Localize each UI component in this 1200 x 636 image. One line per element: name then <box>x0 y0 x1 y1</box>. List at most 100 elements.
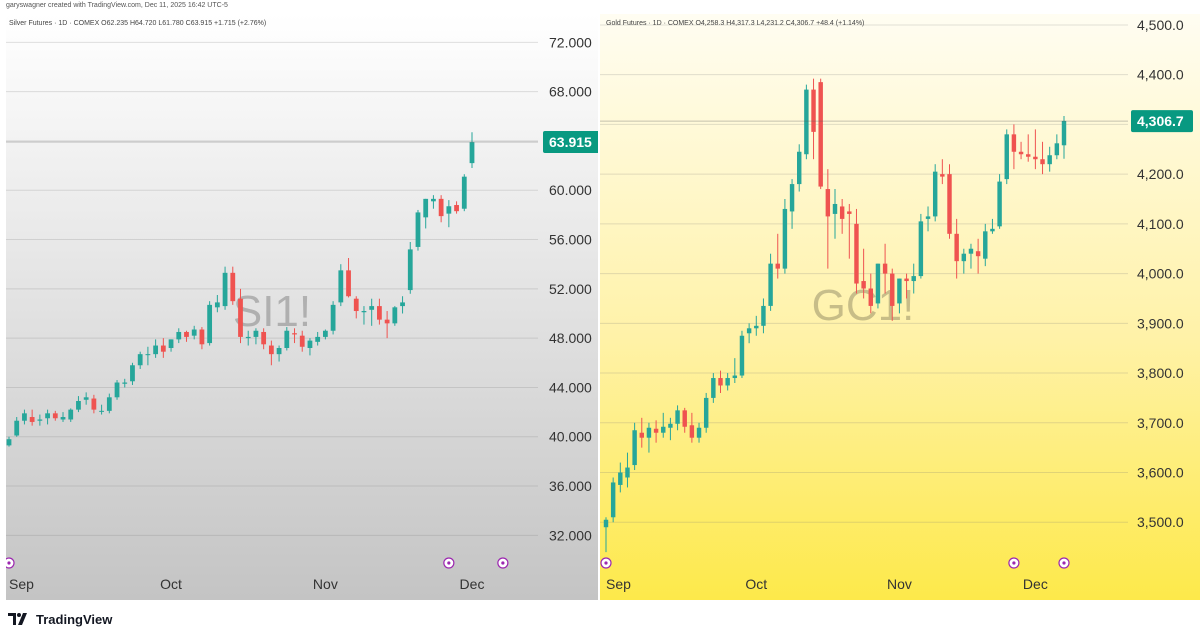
silver-candle <box>60 412 66 422</box>
tradingview-brand-text: TradingView <box>36 611 113 627</box>
gold-candle <box>675 405 680 431</box>
gold-chart-canvas[interactable]: 3,500.0 3,600.0 3,700.0 3,800.0 3,900.0 4,000… <box>600 14 1200 600</box>
silver-candle-body <box>454 205 459 212</box>
gold-event-marker-icon-dot <box>604 561 608 565</box>
gold-candle <box>811 78 816 160</box>
silver-chart-canvas[interactable]: 32.000 36.000 40.000 44.000 48.000 52.000 56.0… <box>6 14 598 600</box>
gold-candle <box>646 422 652 453</box>
gold-y-tick-label: 4,000.0 <box>1137 266 1184 282</box>
gold-candle <box>797 144 802 192</box>
gold-candle <box>839 199 845 234</box>
gold-candle <box>639 417 644 448</box>
silver-candle-body <box>222 272 228 307</box>
silver-candle-body <box>114 382 120 398</box>
gold-y-tick-label: 4,200.0 <box>1137 166 1184 182</box>
gold-candle <box>1054 134 1060 160</box>
silver-candle <box>122 378 128 388</box>
silver-y-tick-label: 52.000 <box>549 281 592 297</box>
silver-candle-body <box>446 206 452 214</box>
silver-candle <box>99 404 104 415</box>
silver-candle <box>384 311 390 339</box>
silver-candle <box>338 264 344 307</box>
silver-last-price-badge <box>543 130 598 153</box>
silver-candle-body <box>60 417 66 420</box>
gold-chart-panel[interactable]: 3,500.0 3,600.0 3,700.0 3,800.0 3,900.0 4,000… <box>600 14 1200 600</box>
gold-candle-body <box>961 253 967 262</box>
gold-candle-body <box>925 216 931 219</box>
silver-y-tick-label: 56.000 <box>549 232 592 248</box>
silver-candle-body <box>137 354 143 366</box>
gold-candle-body <box>1061 120 1067 146</box>
gold-y-tick-label: 3,600.0 <box>1137 465 1184 481</box>
silver-candle-body <box>338 270 344 303</box>
gold-candle <box>818 78 823 190</box>
gold-x-axis-label: Oct <box>745 576 767 592</box>
gold-candle <box>825 169 831 269</box>
silver-candle-body <box>400 302 405 307</box>
gold-candle-body <box>639 432 644 438</box>
silver-y-tick-label: 32.000 <box>549 527 592 543</box>
silver-candle <box>22 409 27 425</box>
gold-candle <box>718 370 723 393</box>
gold-candle-body <box>911 276 916 282</box>
silver-candle <box>76 396 81 413</box>
gold-candle-body <box>811 89 816 132</box>
gold-candle-body <box>789 184 795 212</box>
silver-candle-body <box>184 331 189 337</box>
silver-candle-body <box>68 409 74 420</box>
gold-candle-body <box>1004 134 1009 180</box>
silver-y-tick-label: 48.000 <box>549 330 592 346</box>
gold-candle <box>947 164 952 239</box>
silver-candle <box>454 201 459 214</box>
gold-candle <box>768 253 773 311</box>
silver-candle <box>83 392 89 405</box>
gold-last-price-badge <box>1131 110 1193 133</box>
silver-candle <box>469 132 475 169</box>
silver-candle-body <box>469 142 475 164</box>
silver-candle-body <box>37 419 43 421</box>
gold-candle <box>668 417 673 441</box>
gold-candle-body <box>1040 159 1045 165</box>
silver-candle <box>45 409 50 425</box>
silver-chart-panel[interactable]: 32.000 36.000 40.000 44.000 48.000 52.000 56.0… <box>6 14 598 600</box>
gold-candle-body <box>847 211 852 214</box>
silver-x-axis-label: Dec <box>460 576 485 592</box>
gold-candle-body <box>754 325 759 329</box>
gold-candle <box>868 273 873 314</box>
gold-candle <box>625 452 630 488</box>
silver-candle <box>369 298 375 326</box>
silver-candle <box>137 351 143 369</box>
silver-candle-body <box>292 333 297 335</box>
silver-y-tick-label: 40.000 <box>549 429 592 445</box>
silver-candle-body <box>176 331 182 340</box>
gold-candle-body <box>746 328 752 334</box>
gold-candle-body <box>968 248 974 254</box>
gold-candle <box>632 422 637 471</box>
silver-candle-body <box>76 401 81 410</box>
gold-candle-body <box>603 519 609 528</box>
gold-candle <box>1011 124 1017 170</box>
gold-candle <box>696 422 702 443</box>
gold-candle <box>782 199 788 274</box>
silver-candle <box>276 345 282 362</box>
silver-candle <box>29 409 35 426</box>
gold-candle <box>961 248 967 274</box>
silver-candle-body <box>415 212 421 247</box>
gold-candle <box>904 273 909 299</box>
gold-candle-body <box>839 206 845 219</box>
silver-candle <box>423 198 429 229</box>
gold-candle <box>847 203 852 259</box>
gold-flash-marker-icon-dot <box>1062 561 1066 565</box>
gold-candle-body <box>1047 155 1052 165</box>
gold-candle-body <box>718 378 723 386</box>
tradingview-logo-icon <box>8 613 27 625</box>
silver-candle <box>91 394 97 414</box>
silver-y-tick-label: 36.000 <box>549 478 592 494</box>
silver-flash-marker-icon-dot <box>501 561 505 565</box>
silver-candle-body <box>45 413 50 419</box>
silver-candle <box>253 328 259 345</box>
gold-y-tick-label: 3,700.0 <box>1137 415 1184 431</box>
silver-dividend-marker-icon-dot <box>447 561 451 565</box>
gold-candle-body <box>861 281 866 289</box>
gold-candle <box>1047 146 1052 172</box>
